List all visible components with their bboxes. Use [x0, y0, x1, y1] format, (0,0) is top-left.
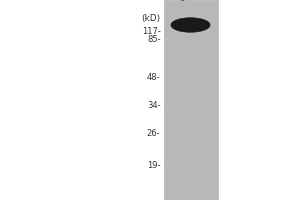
- Text: 34-: 34-: [147, 102, 160, 110]
- Bar: [164, 0, 217, 200]
- Text: 26-: 26-: [147, 130, 160, 138]
- Ellipse shape: [171, 18, 210, 32]
- Text: 117-: 117-: [142, 26, 160, 36]
- Text: C0L0205: C0L0205: [178, 0, 208, 3]
- Text: (kD): (kD): [141, 15, 160, 23]
- Text: 85-: 85-: [147, 36, 160, 45]
- Text: 19-: 19-: [147, 160, 160, 170]
- Text: 48-: 48-: [147, 72, 160, 82]
